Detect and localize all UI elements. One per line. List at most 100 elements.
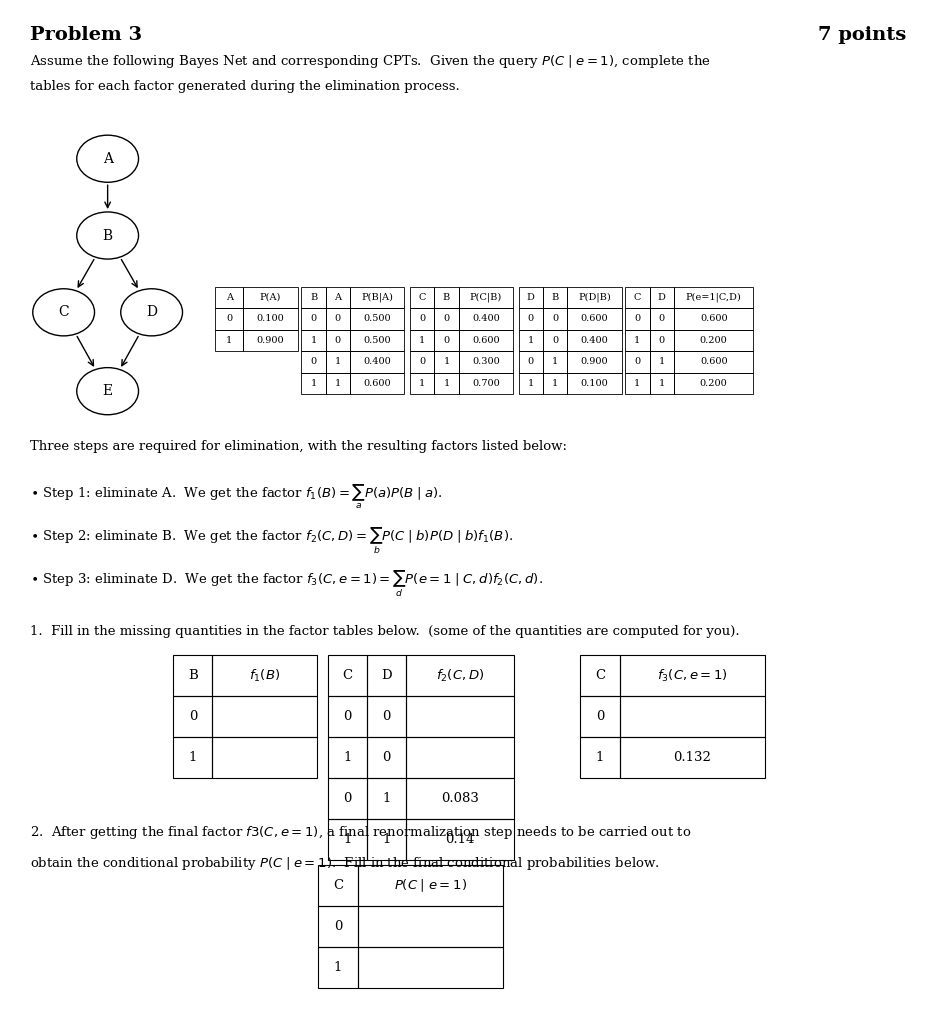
Bar xyxy=(406,778,514,819)
Text: B: B xyxy=(188,670,197,682)
Bar xyxy=(567,287,622,308)
Bar xyxy=(459,351,513,373)
Text: $\bullet$ Step 1: eliminate A.  We get the factor $f_1(B) = \sum_a P(a)P(B \mid : $\bullet$ Step 1: eliminate A. We get th… xyxy=(30,483,443,512)
Text: 0.600: 0.600 xyxy=(580,314,608,324)
Bar xyxy=(173,737,212,778)
Text: 1: 1 xyxy=(335,357,341,367)
Bar xyxy=(406,819,514,860)
Text: C: C xyxy=(595,670,605,682)
Bar xyxy=(318,947,358,988)
Text: 1: 1 xyxy=(659,357,665,367)
Bar xyxy=(326,351,350,373)
Text: 0: 0 xyxy=(444,314,449,324)
Bar xyxy=(173,655,212,696)
Text: 0.132: 0.132 xyxy=(673,752,711,764)
Text: 1: 1 xyxy=(189,752,197,764)
Text: 0: 0 xyxy=(596,711,604,723)
Bar xyxy=(215,330,243,351)
Bar xyxy=(434,373,459,394)
Bar xyxy=(519,308,543,330)
Bar xyxy=(519,287,543,308)
Bar xyxy=(350,373,404,394)
Text: B: B xyxy=(551,293,559,302)
Bar xyxy=(434,308,459,330)
Text: 0.600: 0.600 xyxy=(363,379,391,388)
Bar xyxy=(301,351,326,373)
Bar xyxy=(650,308,674,330)
Text: 0.900: 0.900 xyxy=(580,357,608,367)
Text: 0.083: 0.083 xyxy=(441,793,479,805)
Bar xyxy=(212,696,317,737)
Text: 0: 0 xyxy=(383,752,390,764)
Bar xyxy=(580,655,620,696)
Text: 0: 0 xyxy=(528,357,534,367)
Text: 0.400: 0.400 xyxy=(472,314,500,324)
Bar xyxy=(410,287,434,308)
Text: 1: 1 xyxy=(444,357,449,367)
Text: 0.300: 0.300 xyxy=(472,357,500,367)
Text: 1: 1 xyxy=(552,357,558,367)
Text: C: C xyxy=(333,880,343,892)
Text: 1: 1 xyxy=(311,336,316,345)
Text: A: A xyxy=(334,293,342,302)
Text: 0: 0 xyxy=(383,711,390,723)
Bar xyxy=(328,655,367,696)
Bar xyxy=(567,373,622,394)
Text: C: C xyxy=(634,293,641,302)
Bar xyxy=(434,351,459,373)
Text: D: D xyxy=(381,670,392,682)
Bar xyxy=(543,308,567,330)
Text: 0: 0 xyxy=(635,314,640,324)
Text: 1: 1 xyxy=(444,379,449,388)
Bar xyxy=(243,330,298,351)
Bar xyxy=(406,696,514,737)
Text: $f_3(C, e=1)$: $f_3(C, e=1)$ xyxy=(657,668,727,684)
Text: 0.400: 0.400 xyxy=(580,336,608,345)
Text: 1: 1 xyxy=(419,379,425,388)
Bar xyxy=(519,330,543,351)
Text: 0.200: 0.200 xyxy=(700,336,727,345)
Bar xyxy=(410,373,434,394)
Bar xyxy=(318,865,358,906)
Text: Three steps are required for elimination, with the resulting factors listed belo: Three steps are required for elimination… xyxy=(30,440,567,454)
Bar xyxy=(367,778,406,819)
Bar xyxy=(519,373,543,394)
Text: 1: 1 xyxy=(344,752,351,764)
Text: $\bullet$ Step 2: eliminate B.  We get the factor $f_2(C, D) = \sum_b P(C \mid b: $\bullet$ Step 2: eliminate B. We get th… xyxy=(30,526,513,556)
Text: 1: 1 xyxy=(311,379,316,388)
Bar xyxy=(215,308,243,330)
Text: 0.600: 0.600 xyxy=(700,357,727,367)
Text: 1: 1 xyxy=(383,793,390,805)
Text: 0: 0 xyxy=(659,314,665,324)
Text: C: C xyxy=(58,305,69,319)
Bar xyxy=(328,819,367,860)
Text: C: C xyxy=(343,670,352,682)
Bar xyxy=(328,778,367,819)
Text: 0: 0 xyxy=(189,711,197,723)
Bar xyxy=(358,947,503,988)
Text: 0: 0 xyxy=(552,314,558,324)
Text: 1: 1 xyxy=(552,379,558,388)
Bar xyxy=(410,308,434,330)
Text: 0: 0 xyxy=(444,336,449,345)
Text: tables for each factor generated during the elimination process.: tables for each factor generated during … xyxy=(30,80,460,93)
Text: Problem 3: Problem 3 xyxy=(30,26,142,44)
Bar xyxy=(243,308,298,330)
Text: E: E xyxy=(103,384,112,398)
Bar xyxy=(350,330,404,351)
Text: 1: 1 xyxy=(596,752,604,764)
Text: 0: 0 xyxy=(659,336,665,345)
Bar xyxy=(301,373,326,394)
Text: 0.400: 0.400 xyxy=(363,357,391,367)
Bar xyxy=(301,287,326,308)
Text: obtain the conditional probability $P(C \mid e = 1)$.  Fill in the final conditi: obtain the conditional probability $P(C … xyxy=(30,855,660,872)
Text: 0.600: 0.600 xyxy=(472,336,500,345)
Text: 0.100: 0.100 xyxy=(580,379,608,388)
Bar xyxy=(519,351,543,373)
Bar xyxy=(650,373,674,394)
Text: 1: 1 xyxy=(227,336,232,345)
Bar xyxy=(620,655,765,696)
Text: 0.700: 0.700 xyxy=(472,379,500,388)
Text: D: D xyxy=(527,293,534,302)
Text: A: A xyxy=(226,293,233,302)
